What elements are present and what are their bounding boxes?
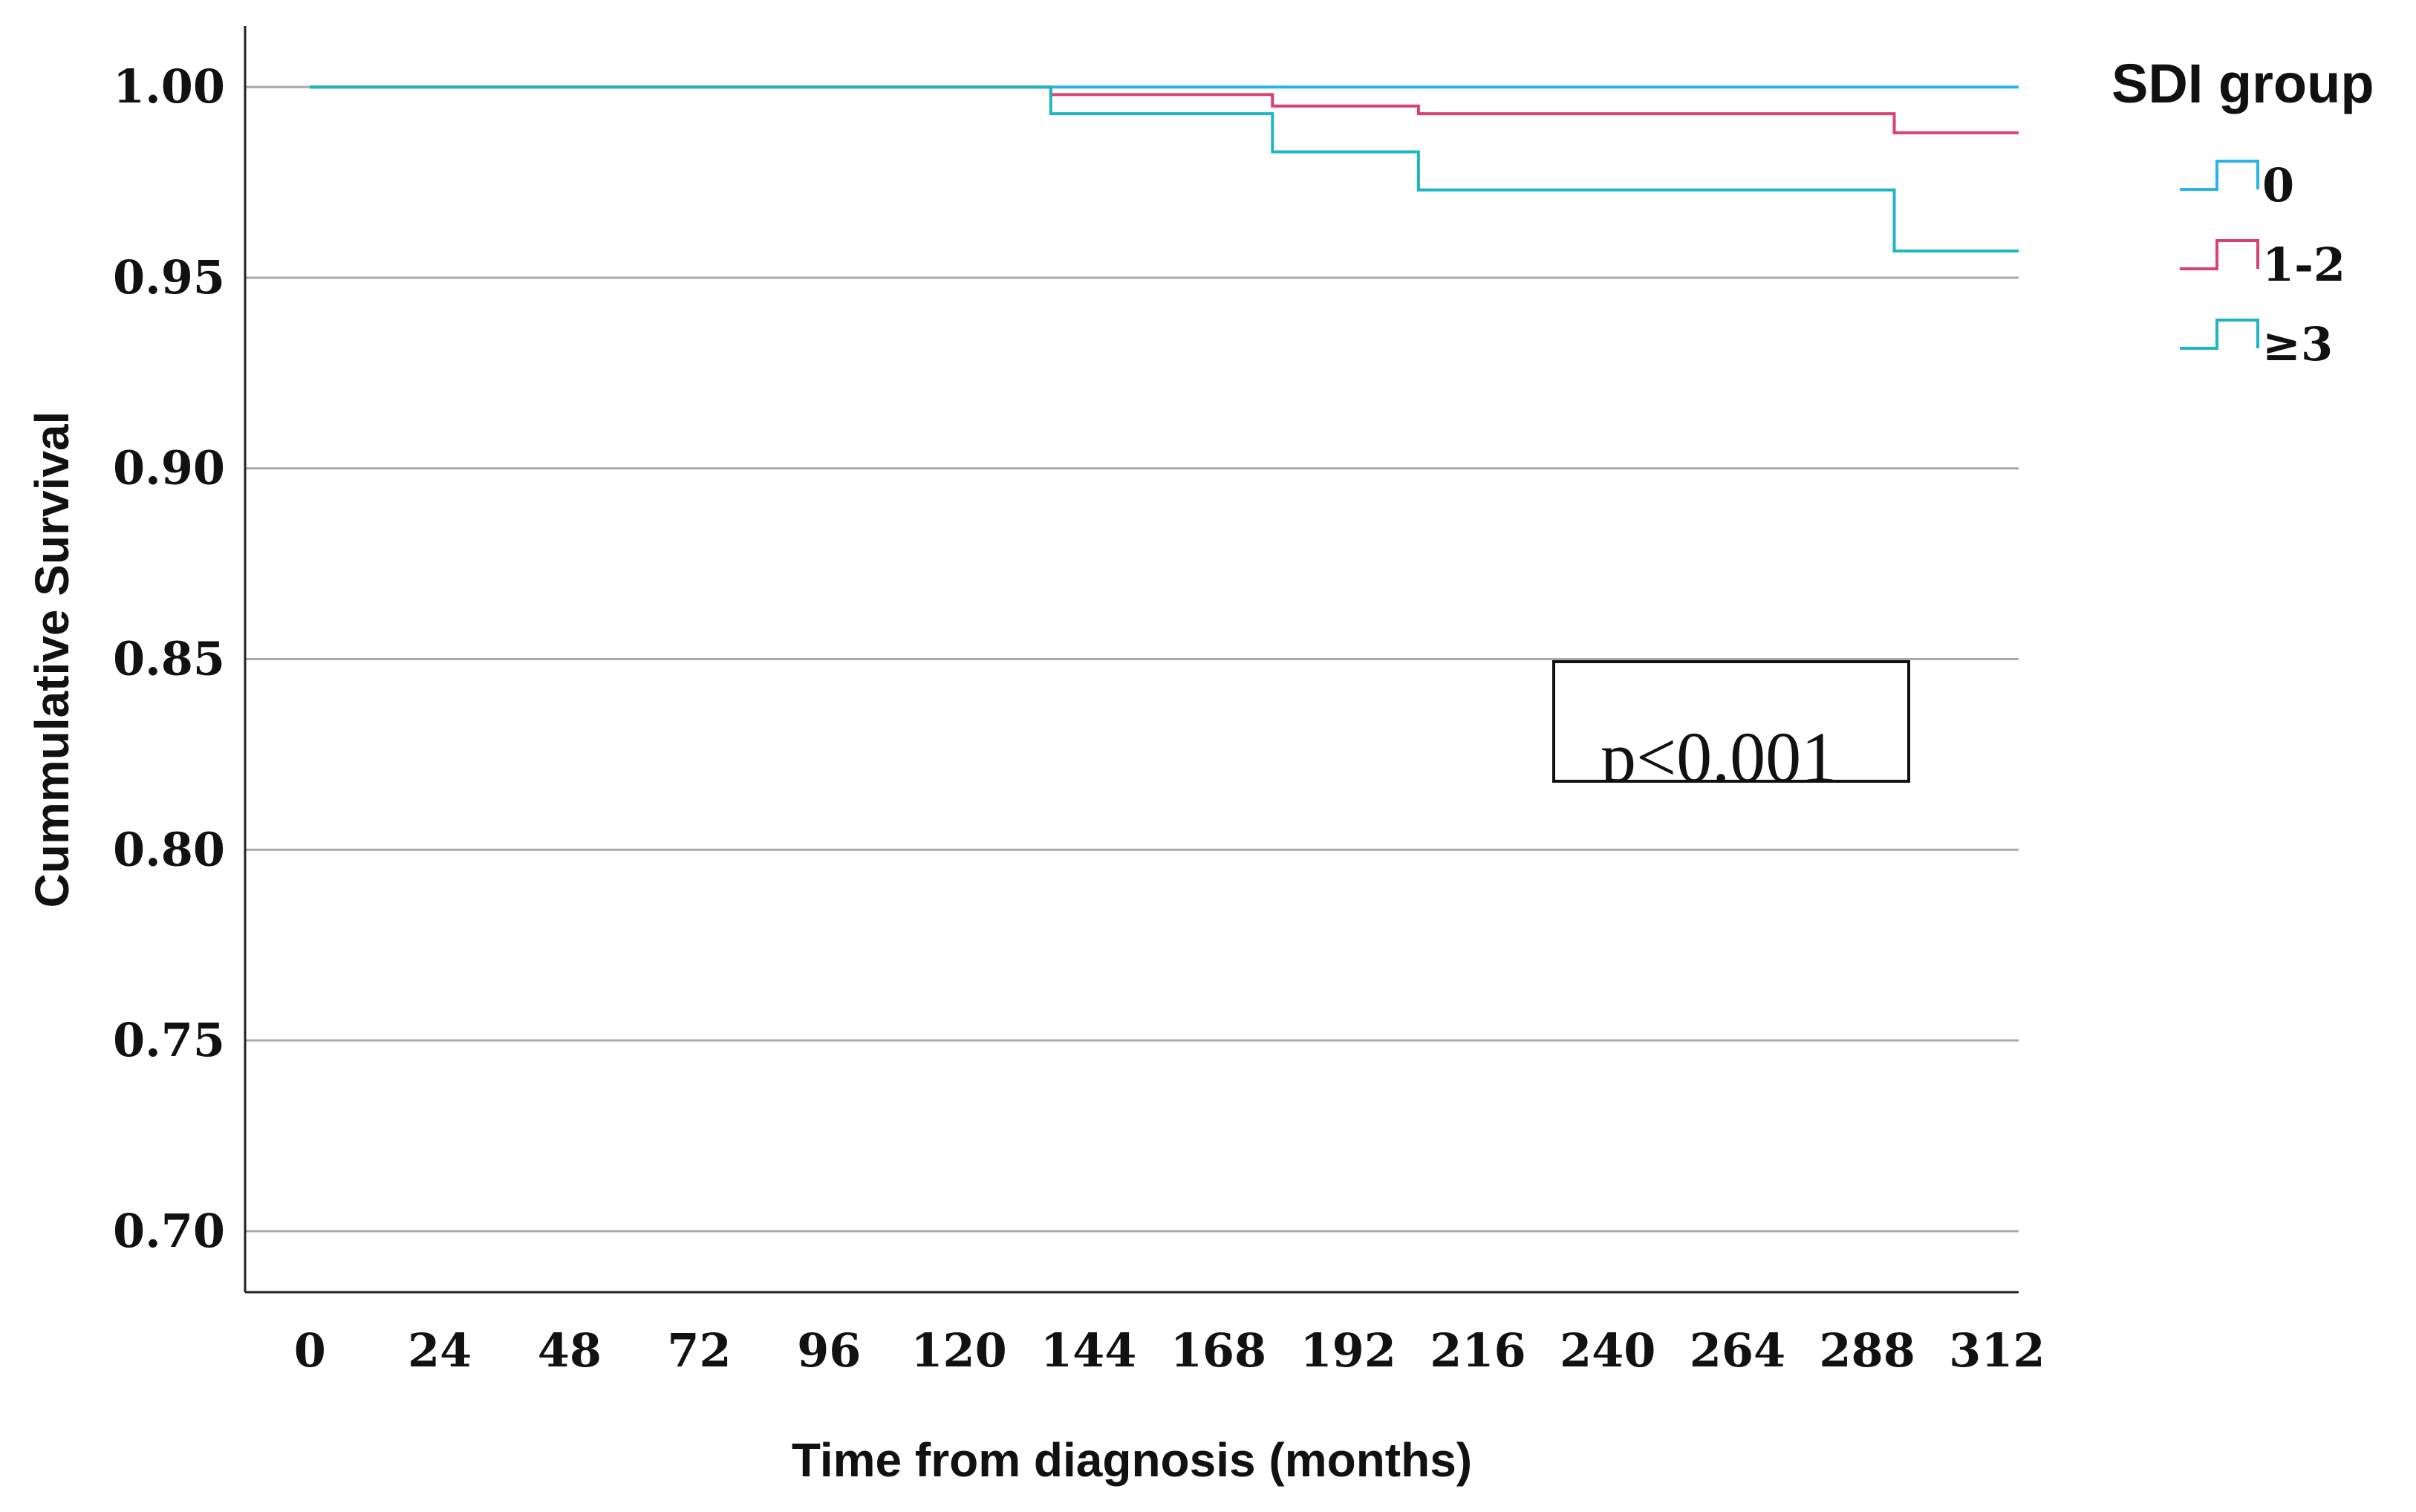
x-axis-title: Time from diagnosis (months) — [792, 1433, 1472, 1487]
series-line-3 — [310, 85, 2019, 252]
p-value-frame — [1552, 660, 1910, 783]
x-tick-label: 216 — [1430, 1323, 1526, 1378]
x-tick-label: 264 — [1690, 1323, 1785, 1378]
x-tick-label: 312 — [1949, 1323, 2045, 1378]
legend-swatch-3 — [2180, 319, 2259, 350]
legend-label-3: ≥3 — [2262, 317, 2333, 371]
x-tick-labels: 0 24 48 72 96 120 144 168 192 216 240 264 288 312 — [294, 1323, 2045, 1378]
x-tick-label: 144 — [1041, 1323, 1136, 1378]
x-tick-label: 48 — [538, 1323, 602, 1378]
p-value-text: p<0.001 — [1601, 717, 1837, 797]
x-tick-label: 96 — [797, 1323, 861, 1378]
y-tick-labels: 0.70 0.75 0.80 0.85 0.90 0.95 1.00 — [113, 59, 225, 1258]
y-tick-label: 0.85 — [113, 632, 225, 686]
legend-swatch-1 — [2180, 160, 2259, 191]
grid-lines — [245, 85, 2019, 1233]
x-tick-label: 24 — [408, 1323, 472, 1378]
x-tick-label: 72 — [667, 1323, 731, 1378]
x-tick-label: 240 — [1560, 1323, 1655, 1378]
legend-swatch-2 — [2180, 239, 2259, 270]
x-tick-label: 168 — [1170, 1323, 1266, 1378]
legend-label-2: 1-2 — [2262, 238, 2345, 292]
x-tick-label: 0 — [294, 1323, 326, 1378]
x-tick-label: 120 — [911, 1323, 1006, 1378]
p-value-box: p<0.001 — [1552, 660, 1910, 797]
legend-title: SDI group — [2111, 53, 2374, 114]
legend-label-1: 0 — [2262, 158, 2294, 212]
x-tick-label: 192 — [1300, 1323, 1396, 1378]
axes — [244, 26, 2019, 1294]
series-layer — [310, 85, 2019, 252]
y-tick-label: 0.75 — [113, 1013, 225, 1067]
y-tick-label: 0.90 — [113, 441, 225, 495]
x-tick-label: 288 — [1819, 1323, 1915, 1378]
legend: SDI group 0 1-2 ≥3 — [2111, 53, 2374, 371]
y-tick-label: 0.70 — [113, 1204, 225, 1258]
y-tick-label: 0.80 — [113, 822, 225, 876]
y-axis-title: Cummulative Survival — [25, 411, 79, 908]
y-tick-label: 0.95 — [113, 250, 225, 304]
y-tick-label: 1.00 — [113, 59, 225, 114]
series-line-2 — [310, 85, 2019, 134]
